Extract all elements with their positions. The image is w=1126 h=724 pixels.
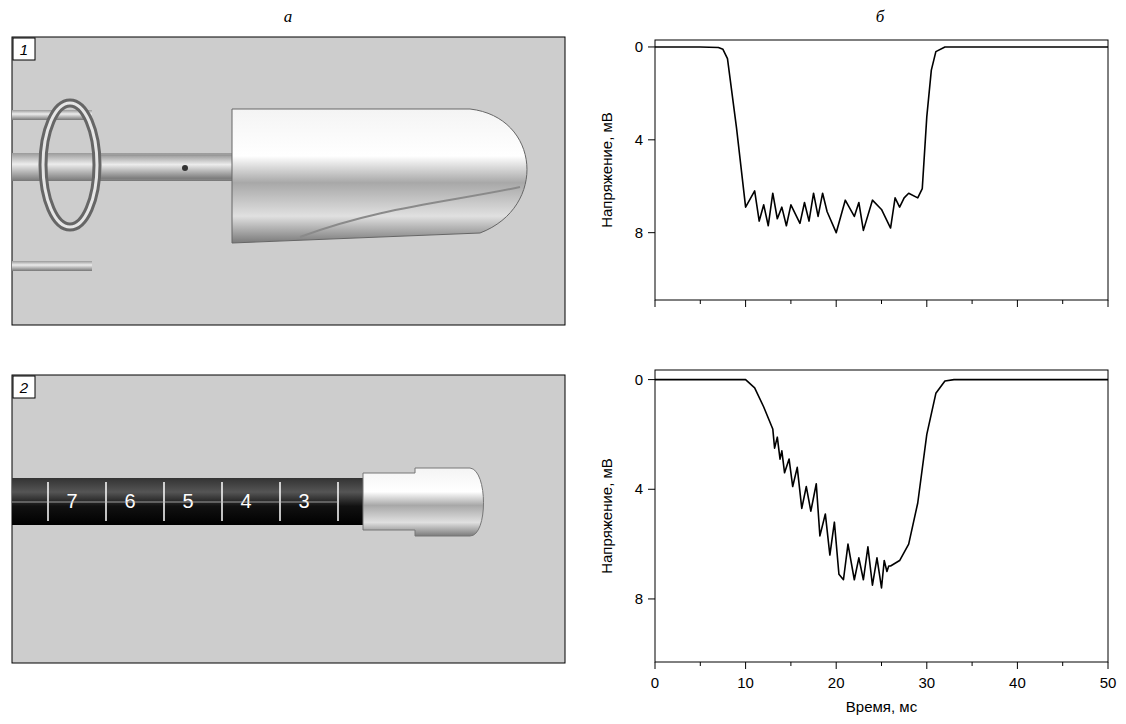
x-tick-label: 30: [918, 674, 935, 691]
x-tick-label: 10: [737, 674, 754, 691]
x-tick: [1017, 662, 1018, 669]
panel-letter: а: [284, 7, 293, 26]
probe-scale-label: 7: [66, 490, 77, 512]
probe-line: [12, 502, 338, 503]
data-group: [655, 380, 1108, 588]
probe-scale-label: 4: [240, 490, 251, 512]
y-tick-label: 8: [635, 224, 643, 241]
y-axis-title: Напряжение, мВ: [598, 458, 615, 574]
x-axis-title: Время, мс: [846, 698, 918, 715]
x-minor-tick: [700, 300, 701, 304]
x-minor-tick: [790, 662, 791, 666]
probe-rod: [12, 261, 92, 271]
probe-cap: [363, 468, 484, 536]
probe-scale-label: 3: [298, 490, 309, 512]
y-tick: [648, 489, 655, 490]
photo-ground: [12, 37, 565, 325]
photo-label: 1: [20, 41, 28, 58]
probe-ring: [43, 103, 97, 227]
chart: 0 4 8 Напряжение, мВ: [598, 38, 1108, 307]
probe-mark: [163, 482, 165, 521]
x-tick: [926, 300, 927, 307]
photo-label-box: [13, 38, 35, 60]
plot-frame: [655, 40, 1108, 300]
data-group: [655, 47, 1108, 233]
y-tick-label: 0: [635, 371, 643, 388]
chart: 0 10 20 30 40 50 0 4 8 Напряжение, мВ Время, мс: [598, 370, 1116, 715]
y-axis-title: Напряжение, мВ: [598, 112, 615, 228]
x-tick: [745, 662, 746, 669]
y-tick: [648, 598, 655, 599]
x-minor-tick: [1062, 300, 1063, 304]
probe-ring: [43, 103, 97, 227]
x-tick: [926, 662, 927, 669]
x-tick-label: 20: [828, 674, 845, 691]
x-tick: [1108, 662, 1109, 669]
photo: 7 6 5 4 3 2: [12, 375, 565, 663]
x-tick-label: 0: [651, 674, 659, 691]
x-minor-tick: [972, 662, 973, 666]
x-minor-tick: [700, 662, 701, 666]
x-tick: [655, 662, 656, 669]
x-tick-label: 40: [1009, 674, 1026, 691]
probe-hole: [182, 165, 188, 171]
x-tick: [1108, 300, 1109, 307]
data-line: [655, 47, 1108, 233]
x-tick: [655, 300, 656, 307]
photo-label-box: [13, 376, 35, 398]
y-tick-label: 4: [635, 480, 643, 497]
figure: аб1765432048Напряжение, мВ01020304050048…: [0, 0, 1126, 724]
x-minor-tick: [1062, 662, 1063, 666]
x-tick: [745, 300, 746, 307]
probe-rod: [95, 155, 245, 179]
plot-frame: [655, 370, 1108, 662]
photo-label: 2: [19, 379, 29, 396]
y-tick-label: 4: [635, 131, 643, 148]
probe-mark: [221, 482, 223, 521]
photo-ground: [12, 375, 565, 663]
x-tick: [1017, 300, 1018, 307]
probe-mark: [337, 482, 339, 521]
x-minor-tick: [972, 300, 973, 304]
x-minor-tick: [881, 662, 882, 666]
x-minor-tick: [790, 300, 791, 304]
x-minor-tick: [881, 300, 882, 304]
probe-mark: [105, 482, 107, 521]
x-tick: [836, 662, 837, 669]
probe-edge: [300, 187, 520, 237]
data-line: [655, 380, 1108, 588]
probe-scale-label: 5: [182, 490, 193, 512]
y-tick: [648, 379, 655, 380]
y-tick: [648, 232, 655, 233]
photo: 1: [12, 37, 565, 325]
panel-letter: б: [876, 7, 885, 26]
y-tick-label: 0: [635, 38, 643, 55]
x-tick-label: 50: [1100, 674, 1117, 691]
probe-mark: [279, 482, 281, 521]
y-tick: [648, 46, 655, 47]
probe-rod: [12, 478, 367, 525]
y-tick-label: 8: [635, 590, 643, 607]
y-tick: [648, 139, 655, 140]
x-tick: [836, 300, 837, 307]
probe-tip: [232, 109, 527, 243]
probe-scale-label: 6: [124, 490, 135, 512]
probe-mark: [47, 482, 49, 521]
